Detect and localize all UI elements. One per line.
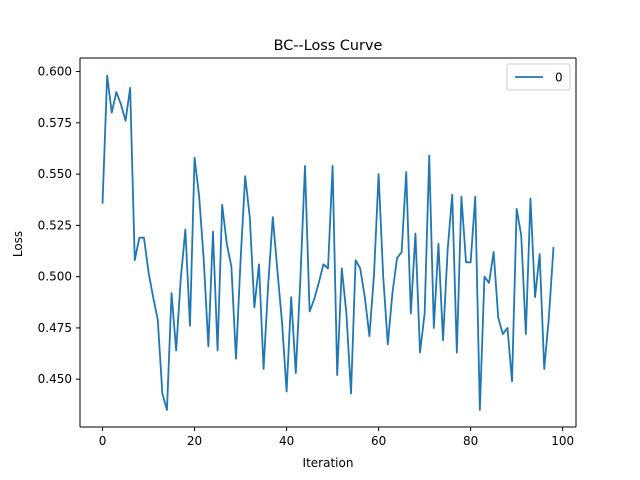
- legend-label-series-0: 0: [555, 71, 563, 85]
- x-axis-label: Iteration: [303, 456, 354, 470]
- y-axis-label: Loss: [11, 231, 25, 257]
- legend: 0: [506, 63, 571, 91]
- x-tick-label: 80: [463, 434, 478, 448]
- series-0-line: [101, 74, 555, 411]
- y-tick-label: 0.550: [38, 167, 72, 181]
- y-axis-ticks: 0.450 0.475 0.500 0.525 0.550 0.575 0.600: [38, 65, 80, 386]
- y-tick-label: 0.475: [38, 321, 72, 335]
- x-axis-ticks: 0 20 40 60 80 100: [99, 427, 574, 448]
- y-tick-label: 0.450: [38, 372, 72, 386]
- y-tick-label: 0.575: [38, 116, 72, 130]
- y-tick-label: 0.600: [38, 65, 72, 79]
- plot-area: [101, 74, 555, 411]
- x-tick-label: 20: [187, 434, 202, 448]
- y-tick-label: 0.525: [38, 218, 72, 232]
- x-tick-label: 60: [371, 434, 386, 448]
- x-tick-label: 0: [99, 434, 107, 448]
- x-tick-label: 40: [279, 434, 294, 448]
- axes-frame: [79, 57, 577, 428]
- x-tick-label: 100: [551, 434, 574, 448]
- chart-title: BC--Loss Curve: [274, 38, 383, 54]
- y-tick-label: 0.500: [38, 270, 72, 284]
